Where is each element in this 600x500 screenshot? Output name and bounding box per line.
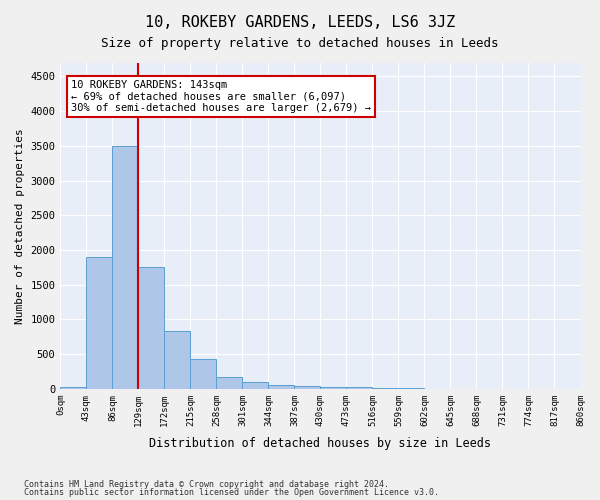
Bar xyxy=(61,386,86,389)
Text: Size of property relative to detached houses in Leeds: Size of property relative to detached ho… xyxy=(101,38,499,51)
Bar xyxy=(320,386,346,389)
Bar xyxy=(373,388,398,389)
Bar xyxy=(86,257,112,389)
Text: 10 ROKEBY GARDENS: 143sqm
← 69% of detached houses are smaller (6,097)
30% of se: 10 ROKEBY GARDENS: 143sqm ← 69% of detac… xyxy=(71,80,371,113)
Bar xyxy=(268,384,295,389)
Y-axis label: Number of detached properties: Number of detached properties xyxy=(15,128,25,324)
Bar xyxy=(190,359,217,389)
Bar xyxy=(164,331,190,389)
Bar xyxy=(346,387,373,389)
Bar xyxy=(217,377,242,389)
Text: Contains HM Land Registry data © Crown copyright and database right 2024.: Contains HM Land Registry data © Crown c… xyxy=(24,480,389,489)
Bar xyxy=(295,386,320,389)
Text: 10, ROKEBY GARDENS, LEEDS, LS6 3JZ: 10, ROKEBY GARDENS, LEEDS, LS6 3JZ xyxy=(145,15,455,30)
Bar xyxy=(242,382,268,389)
Bar xyxy=(112,146,139,389)
Text: Contains public sector information licensed under the Open Government Licence v3: Contains public sector information licen… xyxy=(24,488,439,497)
Bar xyxy=(139,268,164,389)
X-axis label: Distribution of detached houses by size in Leeds: Distribution of detached houses by size … xyxy=(149,437,491,450)
